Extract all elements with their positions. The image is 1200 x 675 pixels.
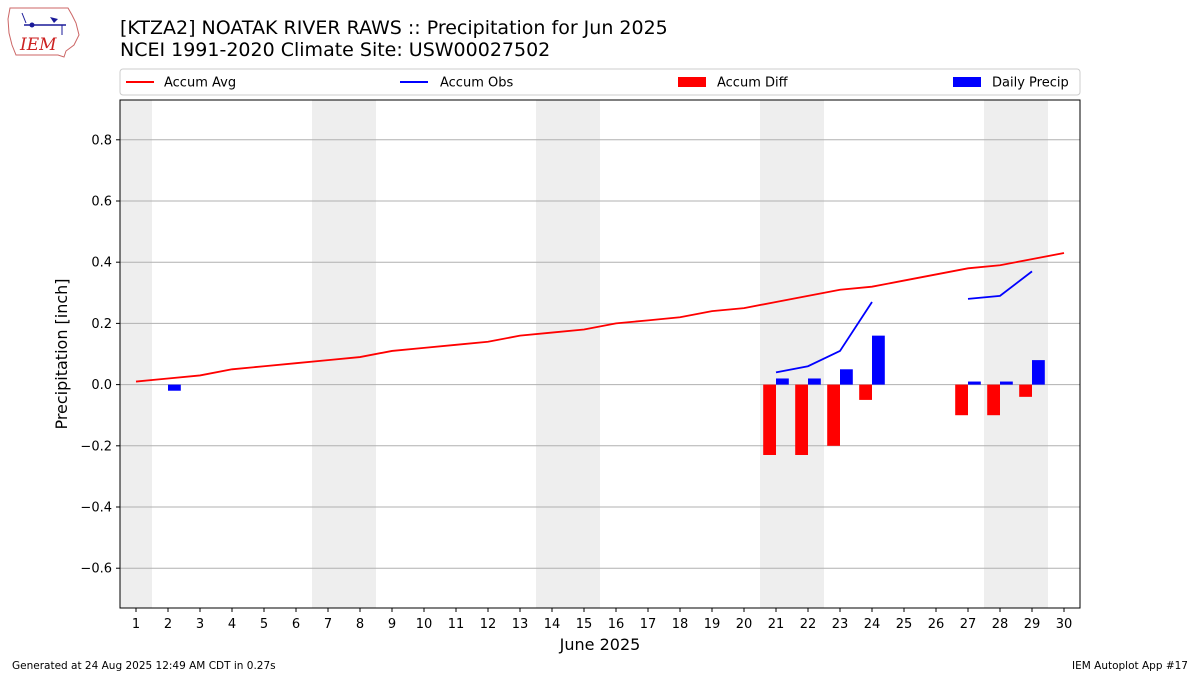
accum-diff-bar	[827, 384, 840, 446]
legend-swatch-accum-diff	[678, 77, 706, 87]
y-tick-label: 0.2	[91, 317, 112, 332]
x-tick-label: 19	[704, 617, 721, 632]
daily-precip-bar	[1000, 381, 1013, 385]
app-label: IEM Autoplot App #17	[1072, 660, 1188, 672]
weekend-shade-day-14	[536, 100, 568, 608]
x-tick-label: 5	[260, 617, 268, 632]
accum-diff-bar	[955, 384, 968, 416]
x-tick-label: 6	[292, 617, 300, 632]
weekend-shade-day-22	[792, 100, 824, 608]
x-tick-label: 4	[228, 617, 236, 632]
weekend-shade-day-15	[568, 100, 600, 608]
legend-swatch-daily-precip	[953, 77, 981, 87]
accum-diff-bar	[859, 384, 872, 400]
x-tick-label: 10	[416, 617, 433, 632]
weekend-shade-day-21	[760, 100, 792, 608]
y-tick-label: −0.2	[80, 439, 112, 454]
x-tick-label: 21	[768, 617, 785, 632]
x-tick-label: 22	[800, 617, 817, 632]
y-tick-label: −0.6	[80, 562, 112, 577]
x-tick-label: 7	[324, 617, 332, 632]
x-tick-label: 24	[864, 617, 881, 632]
accum-diff-bar	[987, 384, 1000, 416]
accum-diff-bar	[1019, 384, 1032, 397]
x-tick-label: 28	[992, 617, 1009, 632]
weekend-shade-day-29	[1016, 100, 1048, 608]
legend-label-accum-diff: Accum Diff	[717, 76, 789, 91]
x-tick-label: 18	[672, 617, 689, 632]
daily-precip-bar	[1032, 360, 1045, 385]
weekend-shade-day-7	[312, 100, 344, 608]
legend-box	[119, 68, 1081, 96]
y-tick-label: 0.0	[91, 378, 112, 393]
accum-avg-line	[135, 252, 1065, 383]
y-tick-label: −0.4	[80, 501, 112, 516]
x-tick-label: 30	[1056, 617, 1073, 632]
x-tick-label: 14	[544, 617, 561, 632]
x-tick-label: 15	[576, 617, 593, 632]
weekend-shade-day-1	[120, 100, 152, 608]
x-tick-label: 12	[480, 617, 497, 632]
x-tick-label: 1	[132, 617, 140, 632]
x-tick-label: 8	[356, 617, 364, 632]
x-tick-label: 23	[832, 617, 849, 632]
x-tick-label: 9	[388, 617, 396, 632]
iem-logo: IEM	[7, 7, 80, 58]
x-tick-label: 13	[512, 617, 529, 632]
legend-label-daily-precip: Daily Precip	[992, 76, 1069, 91]
y-tick-label: 0.8	[91, 133, 112, 148]
x-tick-label: 3	[196, 617, 204, 632]
daily-precip-bar	[872, 335, 885, 385]
y-axis-label: Precipitation [inch]	[52, 278, 71, 429]
chart-subtitle: NCEI 1991-2020 Climate Site: USW00027502	[120, 39, 551, 61]
y-tick-label: 0.4	[91, 256, 112, 271]
daily-precip-bar	[968, 381, 981, 385]
x-tick-label: 27	[960, 617, 977, 632]
x-tick-label: 16	[608, 617, 625, 632]
daily-precip-bar	[808, 378, 821, 385]
weekend-shade-day-28	[984, 100, 1016, 608]
y-tick-label: 0.6	[91, 194, 112, 209]
x-tick-label: 26	[928, 617, 945, 632]
chart-title: [KTZA2] NOATAK RIVER RAWS :: Precipitati…	[120, 17, 668, 39]
weekend-shade-day-8	[344, 100, 376, 608]
x-tick-label: 2	[164, 617, 172, 632]
accum-diff-bar	[795, 384, 808, 455]
generated-timestamp: Generated at 24 Aug 2025 12:49 AM CDT in…	[12, 660, 276, 672]
legend-label-accum-obs: Accum Obs	[440, 76, 513, 91]
x-tick-label: 25	[896, 617, 913, 632]
x-axis-label: June 2025	[559, 635, 641, 654]
accum-obs-line	[967, 270, 1033, 300]
accum-obs-line	[775, 301, 873, 374]
x-tick-label: 29	[1024, 617, 1041, 632]
legend-label-accum-avg: Accum Avg	[164, 76, 236, 91]
x-tick-label: 17	[640, 617, 657, 632]
x-tick-label: 11	[448, 617, 465, 632]
daily-precip-bar	[168, 384, 181, 391]
daily-precip-bar	[776, 378, 789, 385]
daily-precip-bar	[840, 369, 853, 385]
logo-text: IEM	[19, 35, 57, 55]
plot-frame	[119, 99, 1081, 609]
accum-diff-bar	[763, 384, 776, 455]
x-tick-label: 20	[736, 617, 753, 632]
